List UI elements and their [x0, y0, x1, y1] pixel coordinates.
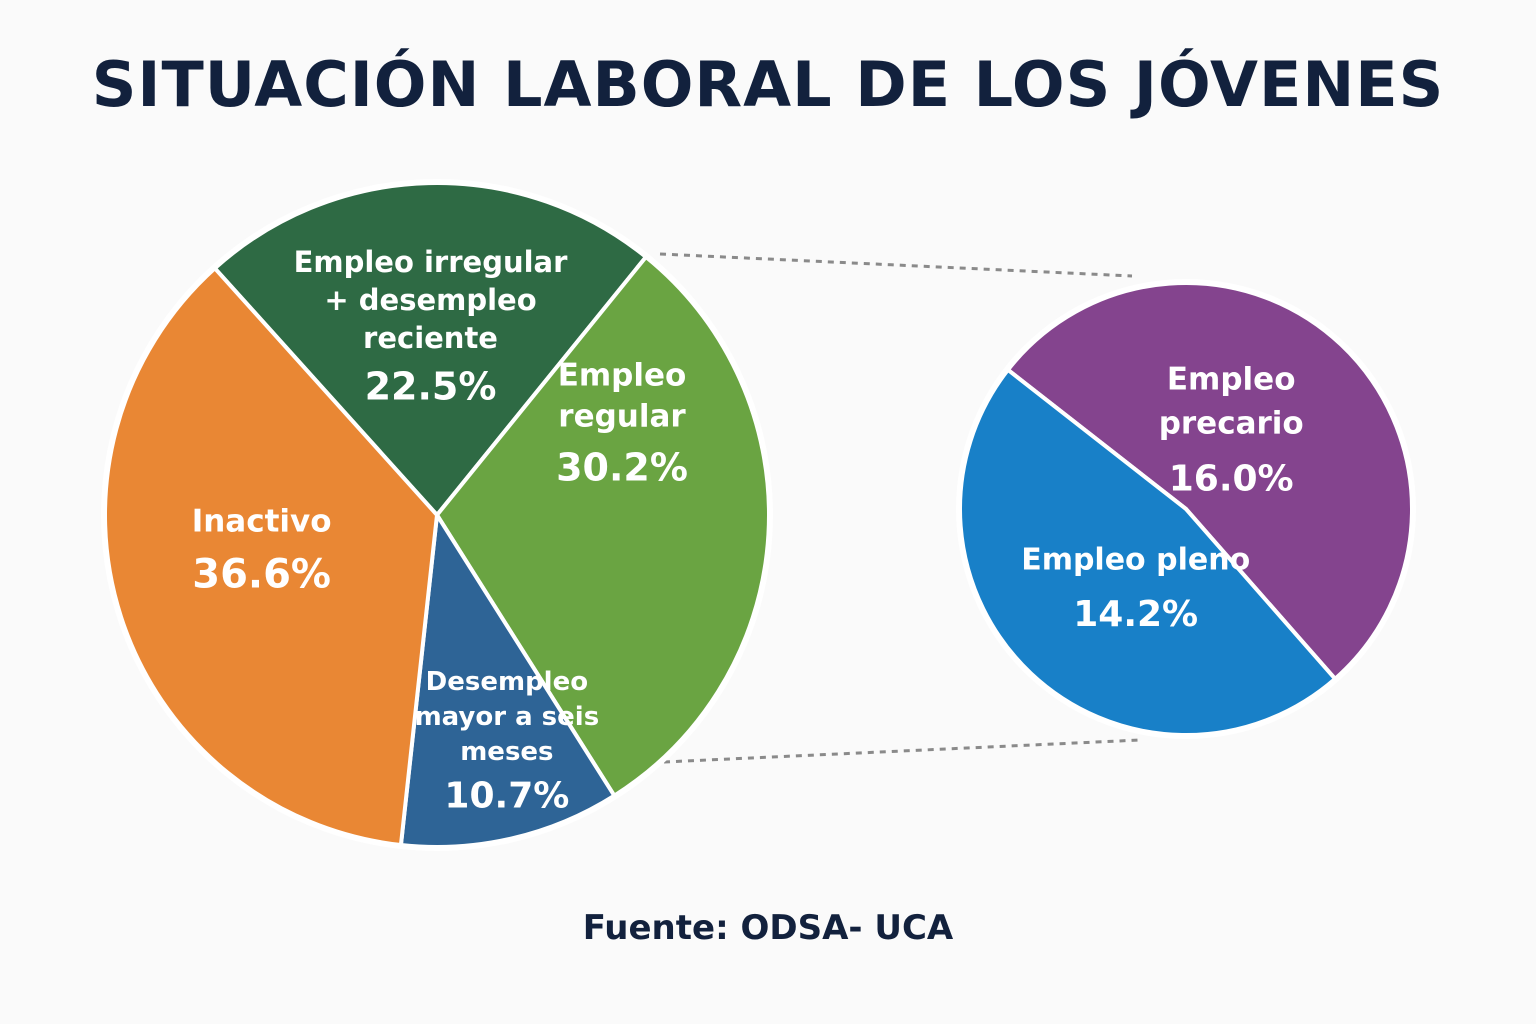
slice-label: Empleo irregular — [294, 245, 569, 279]
main-pie: Empleo irregular + desempleo reciente 22.5%… — [101, 179, 773, 851]
slice-label: Desempleo — [426, 667, 588, 697]
zoom-connectors — [659, 252, 1141, 764]
chart-source: Fuente: ODSA- UCA — [582, 908, 954, 948]
slice-label: Empleo — [1167, 362, 1296, 398]
pie-slice — [103, 266, 439, 848]
slice-label: Empleo pleno — [1021, 543, 1250, 578]
slice-value-label: 14.2% — [1073, 594, 1198, 635]
slice-label: + desempleo — [324, 283, 536, 317]
slice-value-label: 30.2% — [556, 446, 688, 490]
slice-label: meses — [460, 737, 553, 767]
slice-label: Empleo — [558, 357, 687, 393]
slice-label: Inactivo — [192, 504, 332, 540]
slice-label: mayor a seis — [415, 702, 600, 732]
pie-slice — [435, 254, 771, 798]
slice-value-label: 36.6% — [192, 552, 331, 598]
slice-value-label: 16.0% — [1169, 458, 1294, 499]
slice-value-label: 22.5% — [365, 364, 497, 408]
slice-label: reciente — [363, 321, 498, 355]
connector-line-top — [659, 252, 1133, 278]
connector-line-bottom — [663, 738, 1141, 764]
pie-slice — [1005, 281, 1414, 681]
slice-label: regular — [558, 398, 686, 434]
pie-slice — [957, 367, 1338, 737]
chart-title: SITUACIÓN LABORAL DE LOS JÓVENES — [91, 48, 1445, 121]
slice-value-label: 10.7% — [444, 775, 569, 816]
pie-slice — [398, 513, 617, 849]
pie-slice — [212, 181, 648, 517]
slice-label: precario — [1159, 406, 1304, 442]
detail-pie: Empleo precario 16.0% Empleo pleno 14.2% — [956, 279, 1416, 739]
